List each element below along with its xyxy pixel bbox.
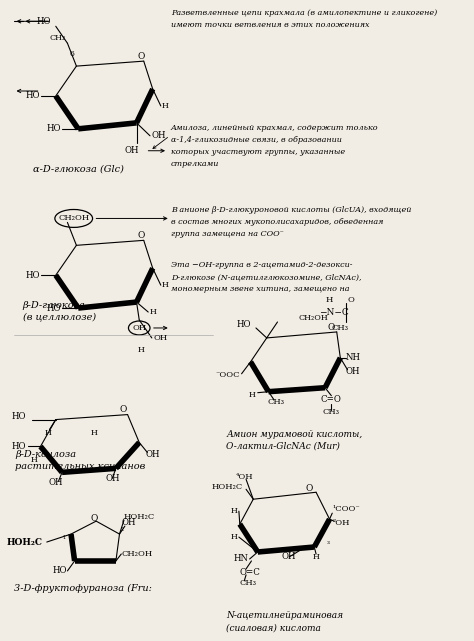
Text: CH₂: CH₂	[49, 34, 66, 42]
Text: O: O	[137, 231, 145, 240]
Text: HN: HN	[234, 554, 249, 563]
Text: α-1,4-гликозидные связи, в образовании: α-1,4-гликозидные связи, в образовании	[171, 136, 342, 144]
Text: ³: ³	[327, 541, 330, 549]
Text: Амион мурамовой кислоты,: Амион мурамовой кислоты,	[226, 430, 363, 439]
Text: OH: OH	[346, 367, 360, 376]
Text: O: O	[91, 513, 98, 522]
Text: H: H	[326, 296, 333, 304]
Text: ⁻OOC: ⁻OOC	[215, 370, 240, 379]
Text: которых участвуют группы, указанные: которых участвуют группы, указанные	[171, 147, 345, 156]
Text: OH: OH	[282, 553, 296, 562]
Text: Амилоза, линейный крахмал, содержит только: Амилоза, линейный крахмал, содержит толь…	[171, 124, 378, 132]
Text: CH₃: CH₃	[240, 579, 257, 587]
Text: стрелками: стрелками	[171, 160, 219, 168]
Text: CH₃: CH₃	[267, 397, 284, 406]
Text: C=O: C=O	[321, 395, 342, 404]
Text: H: H	[45, 429, 51, 437]
Text: H: H	[91, 429, 98, 437]
Text: растительных ксиланов: растительных ксиланов	[15, 462, 146, 471]
Text: HO: HO	[25, 271, 40, 279]
Text: 3-D-фруктофуранозa (Fru:: 3-D-фруктофуранозa (Fru:	[14, 584, 152, 594]
Text: мономерным звене хитина, замещено на: мономерным звене хитина, замещено на	[171, 285, 349, 293]
Text: ¹COO⁻: ¹COO⁻	[332, 505, 360, 513]
Text: CH₃: CH₃	[332, 324, 349, 332]
Text: O: O	[119, 405, 127, 414]
Text: H: H	[150, 308, 157, 316]
Text: ₂: ₂	[120, 525, 123, 533]
Text: HOH₂C: HOH₂C	[211, 483, 243, 491]
Text: HOH₂C: HOH₂C	[6, 538, 42, 547]
Text: H: H	[162, 281, 169, 289]
Text: ⁴OH: ⁴OH	[236, 473, 253, 481]
Text: HO: HO	[25, 92, 40, 101]
Text: HO: HO	[46, 124, 61, 133]
Text: O: O	[137, 52, 145, 61]
Text: в состав многих мукополисахаридов, обведенная: в состав многих мукополисахаридов, обвед…	[171, 219, 383, 226]
Text: OH: OH	[48, 478, 63, 487]
Text: OH: OH	[105, 474, 119, 483]
Text: Разветвленные цепи крахмала (в амилопектине и гликогене): Разветвленные цепи крахмала (в амилопект…	[171, 10, 437, 17]
Text: имеют точки ветвления в этих положениях: имеют точки ветвления в этих положениях	[171, 21, 369, 29]
Text: H: H	[162, 102, 169, 110]
Text: HO: HO	[236, 320, 251, 329]
Text: OH: OH	[132, 324, 146, 332]
Text: HO: HO	[12, 442, 26, 451]
Text: (в целлюлозе): (в целлюлозе)	[23, 313, 96, 322]
Text: H: H	[249, 390, 256, 399]
Text: H: H	[31, 456, 38, 464]
Text: HO: HO	[37, 17, 51, 26]
Text: ₁: ₁	[63, 533, 65, 541]
Text: HO: HO	[12, 412, 26, 421]
Text: Эта −ОН-группа в 2-ацетамид-2-дезокси-: Эта −ОН-группа в 2-ацетамид-2-дезокси-	[171, 262, 352, 269]
Text: β-D-глюкоза: β-D-глюкоза	[23, 301, 85, 310]
Text: CH₂OH: CH₂OH	[58, 215, 89, 222]
Text: D-глюкозе (N-ацетилглюкозомине, GlcNAc),: D-глюкозе (N-ацетилглюкозомине, GlcNAc),	[171, 273, 361, 281]
Text: OH: OH	[152, 131, 166, 140]
Text: N-ацетилнейраминовая: N-ацетилнейраминовая	[226, 612, 344, 620]
Text: OH: OH	[125, 146, 139, 155]
Text: HO: HO	[53, 567, 67, 576]
Text: HO: HO	[46, 304, 61, 313]
Text: CH₂OH: CH₂OH	[298, 314, 328, 322]
Text: (сиаловая) кислота: (сиаловая) кислота	[226, 623, 321, 632]
Text: 6: 6	[69, 50, 74, 58]
Text: α-D-глюкоза (Glc): α-D-глюкоза (Glc)	[33, 164, 124, 173]
Text: CH₃: CH₃	[323, 408, 340, 415]
Text: −N−C: −N−C	[319, 308, 348, 317]
Text: ²OH: ²OH	[332, 519, 350, 527]
Text: O-лактил-GlcNAc (Mur): O-лактил-GlcNAc (Mur)	[226, 442, 340, 451]
Text: OH: OH	[146, 450, 160, 459]
Text: группа замещена на СОО⁻: группа замещена на СОО⁻	[171, 230, 283, 238]
Text: CH₂OH: CH₂OH	[121, 550, 153, 558]
Text: H: H	[230, 533, 237, 541]
Text: O: O	[347, 296, 355, 304]
Text: O=C: O=C	[240, 569, 261, 578]
Text: O: O	[328, 324, 335, 333]
Text: OH: OH	[154, 334, 168, 342]
Text: O: O	[305, 484, 312, 493]
Text: HOH₂C: HOH₂C	[124, 513, 155, 521]
Text: H: H	[230, 507, 237, 515]
Text: OH: OH	[121, 518, 136, 527]
Text: В анионе β-D-глюкуроновой кислоты (GlcUA), входящей: В анионе β-D-глюкуроновой кислоты (GlcUA…	[171, 206, 411, 215]
Text: H: H	[137, 346, 145, 354]
Text: β-D-ксилоза: β-D-ксилоза	[15, 450, 76, 459]
Text: NH: NH	[346, 353, 361, 362]
Text: H: H	[313, 553, 319, 561]
